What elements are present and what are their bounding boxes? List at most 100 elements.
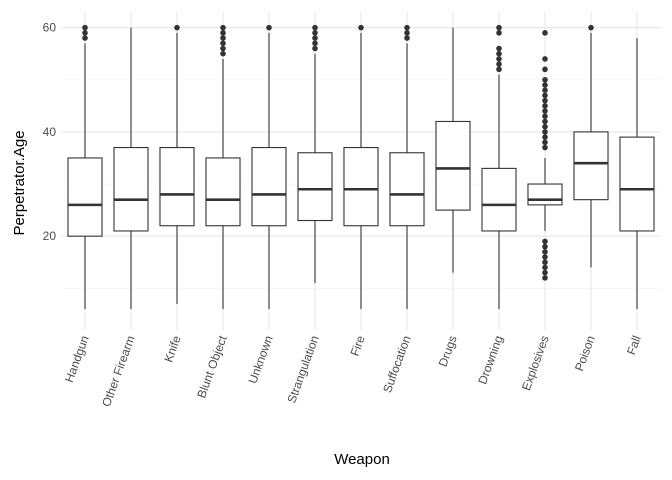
outlier-point	[266, 24, 272, 31]
x-axis-title: Weapon	[334, 451, 390, 468]
box-group	[573, 24, 609, 268]
box-iqr	[67, 157, 103, 237]
outlier-point	[496, 66, 502, 73]
y-tick-label: 40	[43, 125, 57, 139]
outlier-point	[542, 113, 548, 120]
outlier-point	[542, 243, 548, 250]
outlier-point	[496, 56, 502, 62]
outlier-point	[220, 45, 226, 52]
box-iqr	[389, 152, 425, 227]
outlier-point	[312, 35, 318, 41]
box-group	[67, 24, 103, 310]
outlier-point	[496, 50, 502, 57]
outlier-point	[542, 92, 548, 99]
x-tick-label: Handgun	[62, 334, 92, 385]
outlier-point	[542, 139, 548, 146]
outlier-point	[174, 24, 180, 31]
outlier-point	[220, 30, 226, 36]
box-group	[527, 30, 563, 281]
x-tick-label: Other Firearm	[99, 334, 138, 409]
box-group	[297, 24, 333, 284]
outlier-point	[542, 103, 548, 109]
box-group	[343, 24, 379, 310]
outlier-point	[496, 24, 502, 31]
outlier-point	[404, 35, 410, 41]
outlier-point	[542, 56, 548, 62]
outlier-point	[542, 264, 548, 271]
x-tick-label: Strangulation	[284, 334, 321, 405]
outlier-point	[496, 45, 502, 52]
box-group	[389, 24, 425, 310]
x-tick-label: Explosives	[519, 334, 552, 393]
box-iqr	[205, 157, 241, 227]
box-iqr	[619, 136, 655, 232]
box-group	[481, 24, 517, 310]
x-tick-label: Drugs	[436, 334, 460, 369]
box-iqr	[527, 183, 563, 206]
outlier-point	[312, 40, 318, 47]
outlier-point	[312, 30, 318, 36]
outlier-point	[82, 30, 88, 36]
box-group	[159, 24, 195, 304]
box-iqr	[297, 152, 333, 222]
outlier-point	[542, 269, 548, 276]
box-iqr	[251, 146, 287, 227]
box-group	[435, 27, 471, 273]
x-tick-label: Drowning	[475, 334, 505, 386]
outlier-point	[542, 249, 548, 255]
outlier-point	[542, 66, 548, 73]
outlier-point	[542, 108, 548, 114]
box-iqr	[573, 131, 609, 201]
outlier-point	[542, 30, 548, 36]
x-tick-label: Suffocation	[380, 334, 414, 395]
outlier-point	[496, 30, 502, 36]
outlier-point	[404, 24, 410, 31]
x-tick-label: Fall	[624, 334, 644, 357]
outlier-point	[542, 259, 548, 266]
x-tick-label: Knife	[161, 333, 184, 364]
x-tick-label: Fire	[348, 333, 368, 358]
x-tick-labels: Handgun Other Firearm Knife Blunt Object Unk…	[62, 333, 644, 409]
outlier-point	[542, 144, 548, 151]
box-iqr	[113, 146, 149, 232]
y-tick-label: 20	[43, 229, 57, 243]
outlier-point	[496, 61, 502, 67]
y-tick-labels: 20 40 60	[43, 21, 57, 244]
box-iqr	[159, 146, 195, 227]
box-iqr	[343, 146, 379, 227]
box-group	[251, 24, 287, 310]
x-tick-label: Blunt Object	[194, 333, 230, 400]
x-tick-label: Poison	[572, 334, 598, 373]
outlier-point	[542, 87, 548, 93]
outlier-point	[542, 97, 548, 104]
box-iqr	[481, 167, 517, 232]
outlier-point	[220, 35, 226, 41]
outlier-point	[542, 134, 548, 140]
boxes-layer	[67, 24, 655, 310]
outlier-point	[542, 123, 548, 130]
outlier-point	[542, 129, 548, 135]
outlier-point	[82, 24, 88, 31]
outlier-point	[220, 50, 226, 57]
outlier-point	[542, 238, 548, 245]
outlier-point	[542, 82, 548, 88]
outlier-point	[312, 24, 318, 31]
outlier-point	[542, 118, 548, 125]
outlier-point	[542, 76, 548, 83]
box-iqr	[435, 120, 471, 211]
outlier-point	[220, 24, 226, 31]
outlier-point	[404, 30, 410, 36]
outlier-point	[358, 24, 364, 31]
y-axis-title: Perpetrator.Age	[11, 130, 28, 235]
y-tick-label: 60	[43, 21, 57, 35]
x-tick-label: Unknown	[245, 334, 275, 386]
outlier-point	[82, 35, 88, 41]
outlier-point	[220, 40, 226, 47]
box-group	[619, 38, 655, 310]
outlier-point	[542, 254, 548, 260]
box-group	[205, 24, 241, 310]
outlier-point	[588, 24, 594, 31]
outlier-point	[542, 275, 548, 281]
outlier-point	[312, 45, 318, 52]
